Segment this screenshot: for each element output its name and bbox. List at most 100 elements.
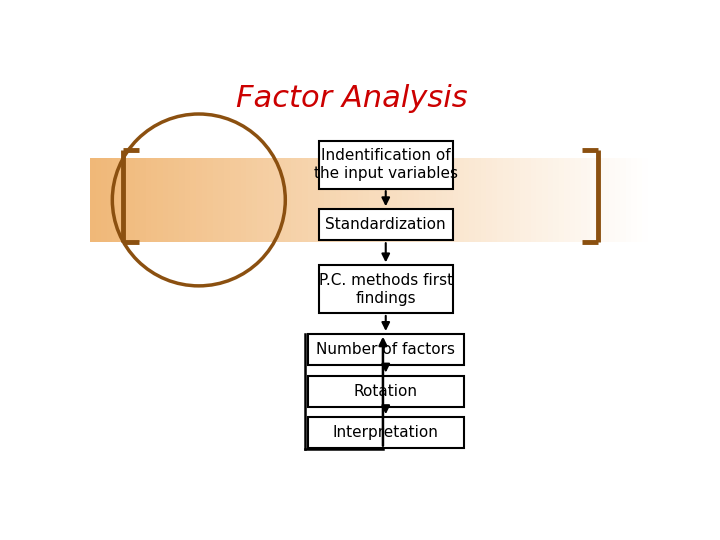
FancyBboxPatch shape	[307, 376, 464, 407]
Bar	[207, 158, 214, 241]
Bar	[218, 158, 225, 241]
Bar	[364, 158, 370, 241]
Bar	[481, 158, 487, 241]
Bar	[174, 158, 181, 241]
Text: Interpretation: Interpretation	[333, 426, 438, 440]
Bar	[107, 158, 114, 241]
Bar	[609, 158, 616, 241]
Bar	[235, 158, 242, 241]
Bar	[436, 158, 443, 241]
Bar	[179, 158, 186, 241]
Bar	[536, 158, 543, 241]
Bar	[486, 158, 493, 241]
Bar	[620, 158, 627, 241]
Bar	[598, 158, 605, 241]
Bar	[163, 158, 169, 241]
Bar	[246, 158, 253, 241]
Bar	[291, 158, 297, 241]
Bar	[297, 158, 303, 241]
Text: Indentification of
the input variables: Indentification of the input variables	[314, 148, 458, 181]
Bar	[475, 158, 482, 241]
Bar	[626, 158, 632, 241]
Bar	[347, 158, 354, 241]
Bar	[185, 158, 192, 241]
Bar	[336, 158, 342, 241]
Bar	[570, 158, 577, 241]
Bar	[196, 158, 203, 241]
Bar	[324, 158, 331, 241]
FancyBboxPatch shape	[319, 266, 453, 313]
Bar	[202, 158, 208, 241]
Bar	[514, 158, 521, 241]
Bar	[252, 158, 258, 241]
Bar	[380, 158, 387, 241]
Bar	[553, 158, 560, 241]
Bar	[575, 158, 582, 241]
FancyBboxPatch shape	[307, 334, 464, 365]
Bar	[330, 158, 337, 241]
Bar	[459, 158, 465, 241]
Bar	[190, 158, 197, 241]
Bar	[101, 158, 108, 241]
Bar	[413, 158, 420, 241]
Bar	[503, 158, 510, 241]
Bar	[302, 158, 309, 241]
Bar	[441, 158, 449, 241]
FancyBboxPatch shape	[319, 210, 453, 240]
Bar	[135, 158, 141, 241]
Bar	[90, 158, 96, 241]
Bar	[564, 158, 571, 241]
Bar	[431, 158, 437, 241]
Bar	[96, 158, 102, 241]
Bar	[637, 158, 644, 241]
Bar	[408, 158, 415, 241]
Bar	[386, 158, 392, 241]
Bar	[615, 158, 621, 241]
Bar	[258, 158, 264, 241]
Bar	[224, 158, 230, 241]
Bar	[374, 158, 382, 241]
Text: P.C. methods first
findings: P.C. methods first findings	[319, 273, 453, 306]
FancyBboxPatch shape	[307, 417, 464, 448]
Text: Number of factors: Number of factors	[316, 342, 455, 357]
Bar	[358, 158, 364, 241]
Bar	[341, 158, 348, 241]
Bar	[392, 158, 398, 241]
Text: Rotation: Rotation	[354, 384, 418, 399]
Bar	[280, 158, 287, 241]
Bar	[285, 158, 292, 241]
Text: Factor Analysis: Factor Analysis	[236, 84, 468, 112]
Bar	[425, 158, 431, 241]
Bar	[274, 158, 281, 241]
Bar	[587, 158, 593, 241]
Bar	[118, 158, 125, 241]
Bar	[547, 158, 554, 241]
Bar	[469, 158, 476, 241]
Bar	[151, 158, 158, 241]
Bar	[453, 158, 459, 241]
Bar	[402, 158, 409, 241]
Bar	[307, 158, 315, 241]
Bar	[531, 158, 538, 241]
Bar	[508, 158, 516, 241]
Bar	[124, 158, 130, 241]
Bar	[642, 158, 649, 241]
Bar	[369, 158, 376, 241]
Bar	[240, 158, 248, 241]
Bar	[269, 158, 275, 241]
Bar	[230, 158, 236, 241]
Bar	[157, 158, 163, 241]
Text: Standardization: Standardization	[325, 218, 446, 232]
Bar	[559, 158, 565, 241]
Bar	[542, 158, 549, 241]
Bar	[397, 158, 404, 241]
FancyBboxPatch shape	[319, 141, 453, 188]
Bar	[263, 158, 270, 241]
Bar	[492, 158, 498, 241]
Bar	[168, 158, 175, 241]
Bar	[140, 158, 147, 241]
Bar	[526, 158, 532, 241]
Bar	[498, 158, 504, 241]
Bar	[581, 158, 588, 241]
Bar	[352, 158, 359, 241]
